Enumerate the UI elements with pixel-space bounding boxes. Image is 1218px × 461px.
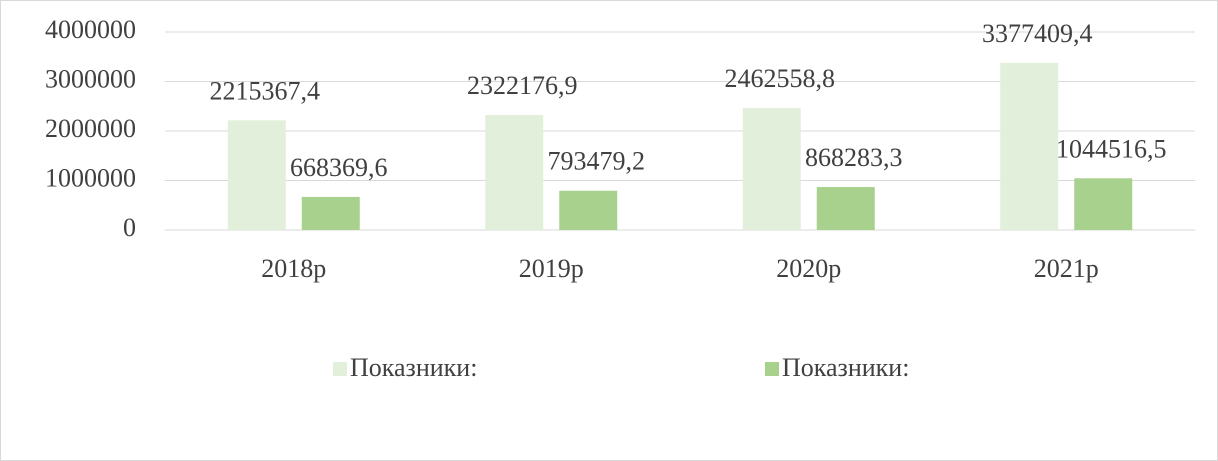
y-tick-label: 0 bbox=[123, 213, 136, 242]
bar bbox=[816, 187, 875, 230]
data-label: 3377409,4 bbox=[982, 19, 1093, 48]
x-tick-label: 2021р bbox=[1034, 254, 1099, 283]
legend-swatch bbox=[765, 362, 779, 376]
x-tick-label: 2019р bbox=[519, 254, 584, 283]
data-label: 2462558,8 bbox=[725, 64, 836, 93]
data-label: 2215367,4 bbox=[210, 76, 321, 105]
data-label: 793479,2 bbox=[548, 147, 646, 176]
legend-label: Показники: bbox=[350, 353, 477, 382]
legend-label: Показники: bbox=[782, 353, 909, 382]
bar bbox=[1000, 62, 1059, 230]
data-label: 868283,3 bbox=[805, 143, 903, 172]
bar bbox=[742, 108, 801, 230]
y-tick-label: 3000000 bbox=[45, 64, 136, 93]
y-tick-label: 1000000 bbox=[45, 163, 136, 192]
legend-swatch bbox=[333, 362, 347, 376]
bar bbox=[227, 120, 286, 230]
y-tick-label: 4000000 bbox=[45, 15, 136, 44]
data-label: 668369,6 bbox=[290, 153, 388, 182]
bar bbox=[1074, 178, 1133, 230]
data-label: 2322176,9 bbox=[467, 71, 578, 100]
y-tick-label: 2000000 bbox=[45, 114, 136, 143]
x-tick-label: 2018р bbox=[261, 254, 326, 283]
x-tick-label: 2020р bbox=[776, 254, 841, 283]
data-label: 1044516,5 bbox=[1056, 134, 1167, 163]
bar bbox=[559, 190, 618, 230]
bar bbox=[485, 115, 544, 230]
bar bbox=[301, 196, 360, 230]
